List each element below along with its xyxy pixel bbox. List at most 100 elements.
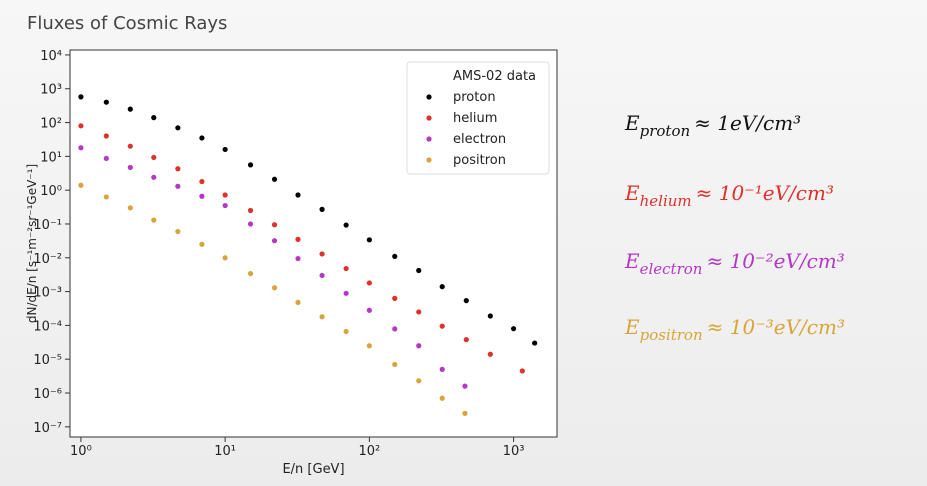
y-tick-label: 10⁻⁴ <box>33 319 62 334</box>
data-point <box>319 272 325 279</box>
equation-relation: ≈ 10⁻²eV/cm³ <box>706 249 844 273</box>
data-point <box>519 368 525 374</box>
x-tick-label: 10⁰ <box>70 444 92 459</box>
data-point <box>510 326 517 332</box>
legend-marker <box>426 157 432 163</box>
x-axis-label: E/n [GeV] <box>282 462 344 477</box>
data-point <box>151 217 157 223</box>
data-point <box>319 314 325 320</box>
equation-subscript: electron <box>640 260 703 278</box>
equation: Eelectron ≈ 10⁻²eV/cm³ <box>624 249 845 278</box>
data-point <box>175 183 181 189</box>
data-point <box>343 265 349 272</box>
legend: AMS-02 data proton helium electron positron <box>406 61 550 175</box>
data-point <box>151 154 157 161</box>
y-tick-label: 10⁻¹ <box>33 218 62 233</box>
equation-symbol: E <box>624 249 640 273</box>
data-point <box>416 378 422 384</box>
data-point <box>175 228 181 235</box>
equation-symbol: E <box>624 111 640 135</box>
legend-label: positron <box>453 153 506 168</box>
data-point <box>439 366 445 372</box>
data-point <box>127 106 133 112</box>
data-point <box>463 337 469 343</box>
data-point <box>392 253 398 259</box>
data-point <box>295 192 301 198</box>
data-point <box>222 202 228 209</box>
data-point <box>319 206 325 212</box>
x-tick-label: 10³ <box>503 444 525 459</box>
data-point <box>532 340 538 346</box>
data-point <box>127 143 133 149</box>
data-point <box>319 251 325 257</box>
data-point <box>392 326 398 332</box>
data-point <box>439 395 445 401</box>
equation: Epositron ≈ 10⁻³eV/cm³ <box>624 315 845 344</box>
y-tick-label: 10¹ <box>40 150 62 165</box>
data-point <box>416 309 422 315</box>
data-point <box>78 123 84 129</box>
data-point <box>271 176 278 182</box>
data-point <box>487 351 493 357</box>
data-point <box>295 299 301 305</box>
equation: Eproton ≈ 1eV/cm³ <box>624 111 801 140</box>
y-tick-label: 10⁻³ <box>33 286 62 301</box>
equation-relation: ≈ 10⁻³eV/cm³ <box>707 315 845 339</box>
equation-relation: ≈ 10⁻¹eV/cm³ <box>696 181 834 205</box>
data-point <box>462 410 468 416</box>
data-point <box>343 222 349 228</box>
data-point <box>343 290 349 296</box>
y-tick-label: 10⁻⁷ <box>33 421 62 436</box>
data-point <box>295 236 301 242</box>
equation: Ehelium ≈ 10⁻¹eV/cm³ <box>624 181 834 210</box>
data-point <box>366 280 372 286</box>
data-point <box>271 285 278 291</box>
data-point <box>78 182 84 188</box>
data-point <box>222 146 228 153</box>
data-point <box>366 343 372 349</box>
y-tick-label: 10⁻² <box>33 252 62 267</box>
data-point <box>199 241 205 247</box>
legend-label: proton <box>453 90 496 105</box>
x-tick-label: 10² <box>358 444 380 459</box>
data-point <box>175 166 181 172</box>
data-point <box>151 115 157 121</box>
data-point <box>343 328 349 335</box>
y-tick-label: 10⁴ <box>40 49 62 64</box>
data-point <box>199 178 205 185</box>
data-point <box>199 193 205 199</box>
data-point <box>127 205 133 211</box>
data-point <box>487 313 493 319</box>
equation-subscript: positron <box>640 326 703 344</box>
data-point <box>247 162 254 168</box>
data-point <box>127 164 133 171</box>
data-point <box>222 192 228 198</box>
legend-label: helium <box>453 111 497 126</box>
chart: 10⁰ 10¹ 10² 10³ 10⁴ 10³ 10² 10¹ 10⁰ 10⁻¹ 10⁻² 10⁻³ 1… <box>25 49 550 477</box>
data-point <box>103 155 109 162</box>
data-point <box>175 125 181 131</box>
data-point <box>439 323 445 329</box>
y-tick-label: 10⁻⁵ <box>33 353 62 368</box>
data-point <box>366 237 372 243</box>
y-tick-label: 10² <box>40 117 62 132</box>
data-point <box>199 135 205 141</box>
y-axis-label: dN/dE/n [s⁻¹m⁻²sr⁻¹GeV⁻¹] <box>25 164 39 323</box>
legend-box <box>406 61 550 175</box>
data-point <box>392 361 398 368</box>
data-point <box>271 238 278 244</box>
data-point <box>247 207 254 214</box>
y-tick-label: 10⁻⁶ <box>33 387 62 402</box>
data-point <box>78 145 84 151</box>
y-tick-label: 10³ <box>40 83 62 98</box>
data-point <box>366 307 372 313</box>
slide-title: Fluxes of Cosmic Rays <box>27 13 227 34</box>
data-point <box>151 174 157 180</box>
equation-relation: ≈ 1eV/cm³ <box>694 111 801 135</box>
data-point <box>222 255 228 261</box>
equation-symbol: E <box>624 181 640 205</box>
data-point <box>462 383 468 389</box>
data-point <box>78 94 84 100</box>
equation-subscript: proton <box>640 122 691 140</box>
